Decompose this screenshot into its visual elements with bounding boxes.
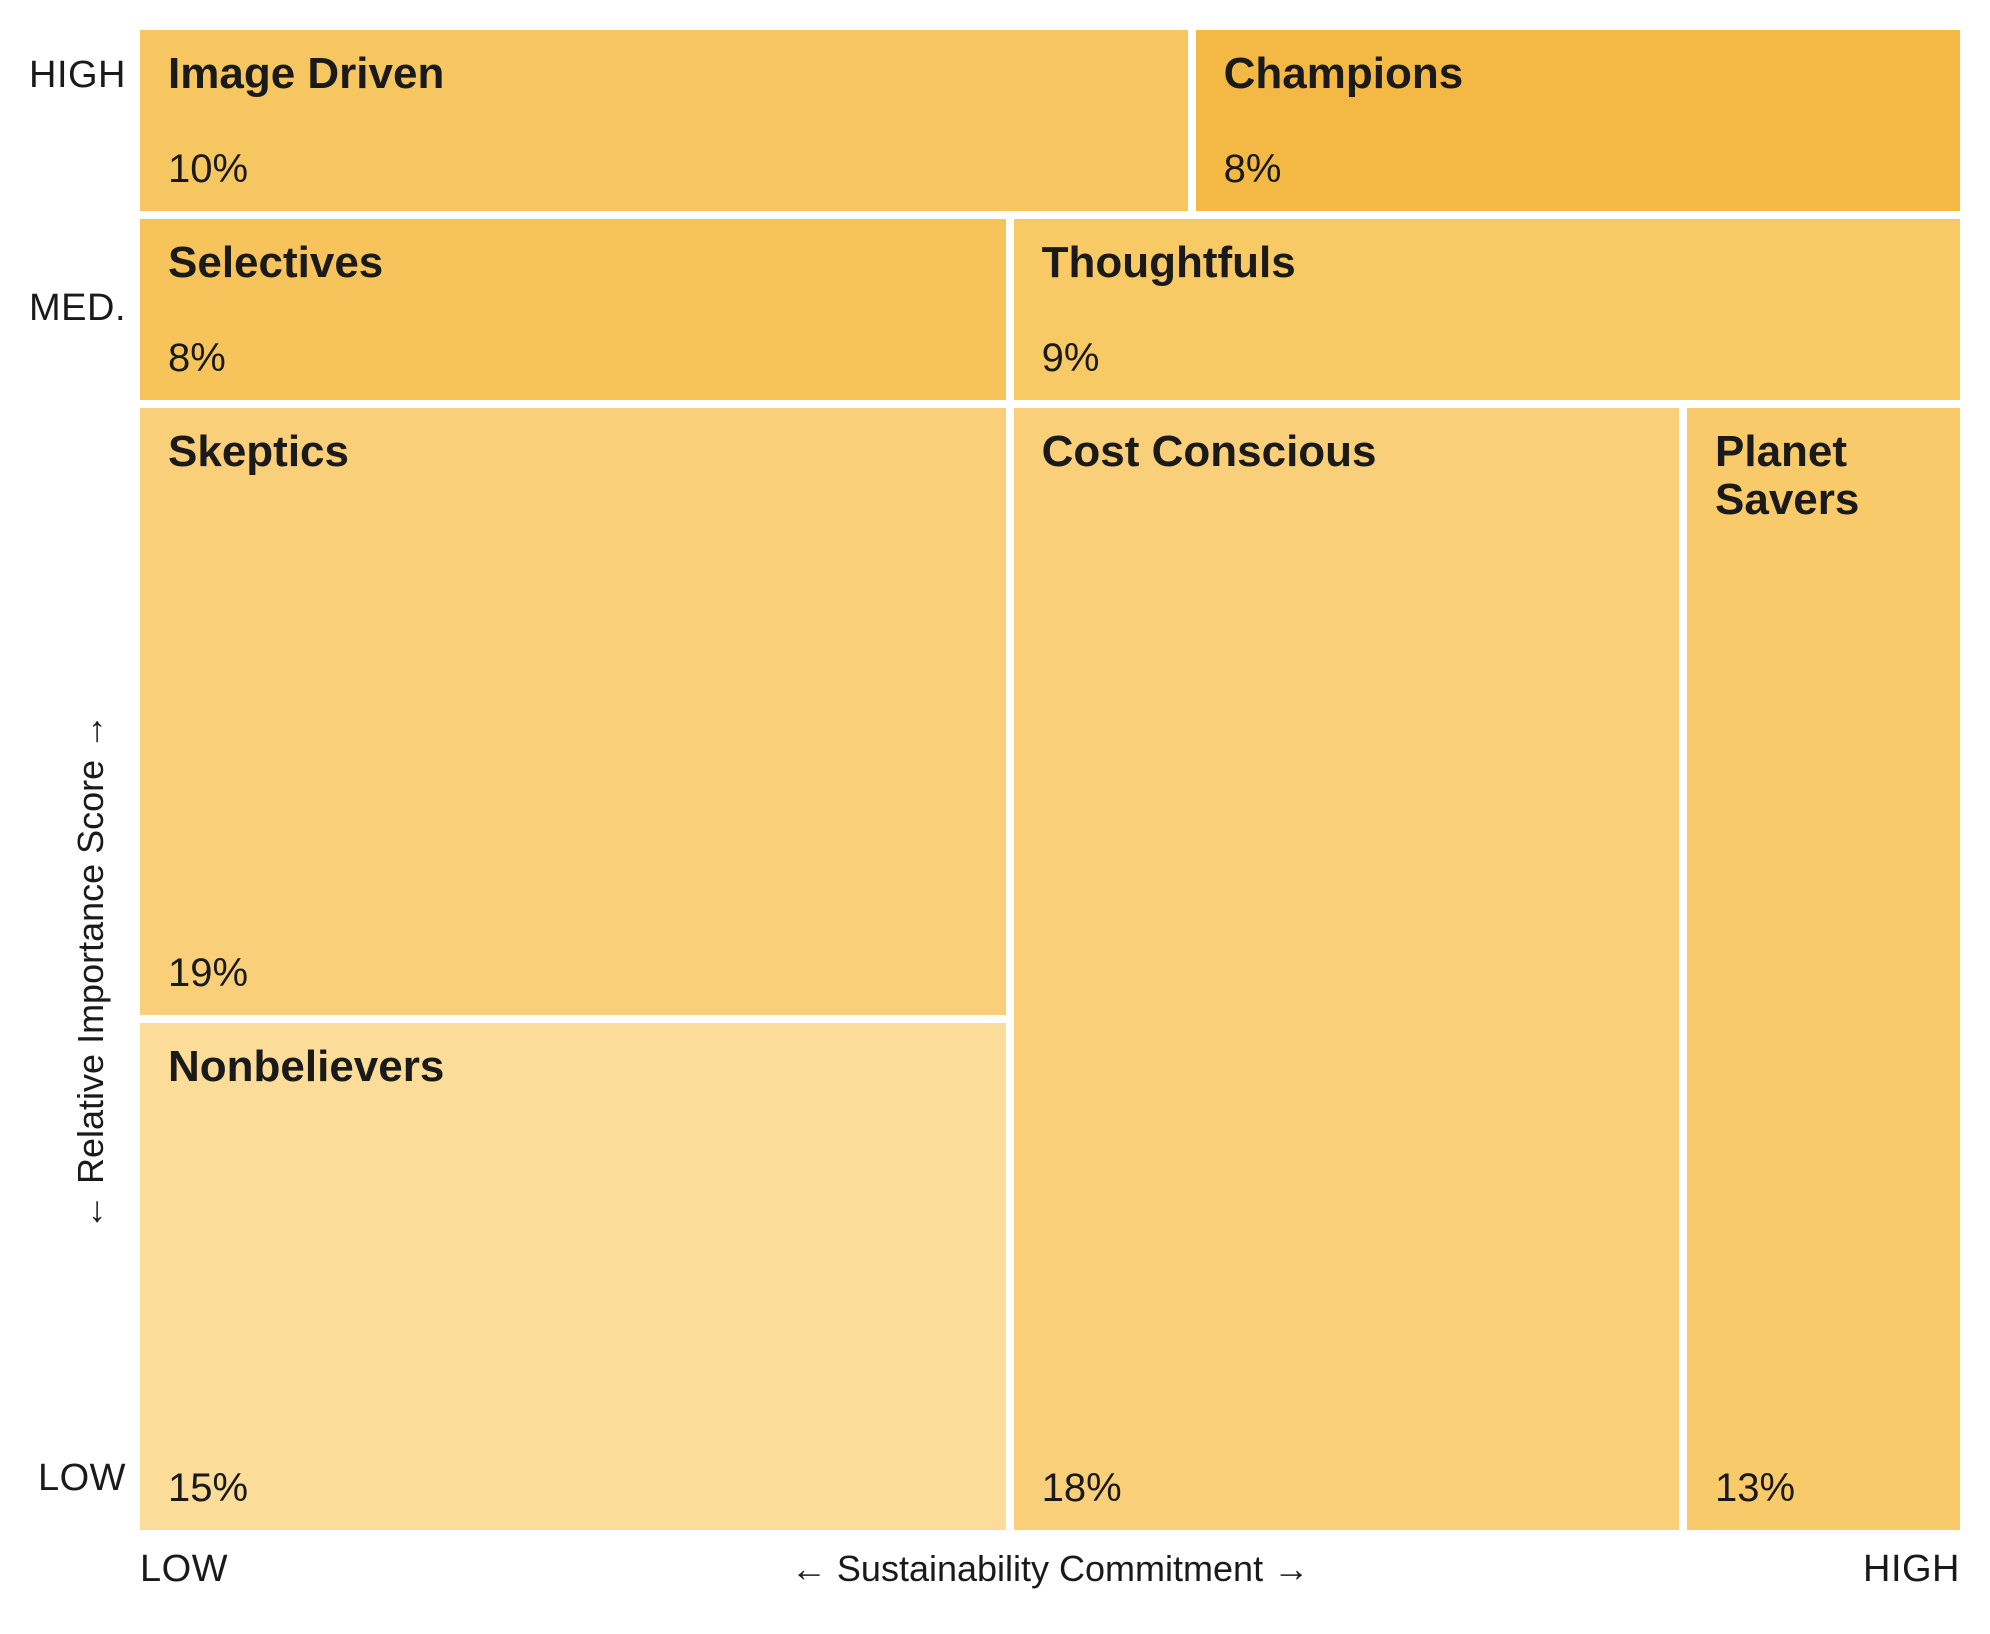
- y-tick: MED.: [29, 287, 126, 330]
- x-axis-title: ← Sustainability Commitment →: [700, 1548, 1400, 1590]
- cell-title: Image Driven: [168, 50, 1160, 98]
- y-tick: LOW: [38, 1457, 126, 1500]
- cell-title: Nonbelievers: [168, 1043, 978, 1091]
- y-tick: HIGH: [29, 54, 126, 97]
- cell-title: Champions: [1224, 50, 1932, 98]
- cell-percentage: 13%: [1715, 1468, 1932, 1508]
- cell-percentage: 19%: [168, 953, 978, 993]
- cell-title: Cost Conscious: [1042, 428, 1651, 476]
- cell-title: Planet Savers: [1715, 428, 1932, 525]
- cell-percentage: 10%: [168, 149, 1160, 189]
- cell-image-driven: Image Driven 10%: [140, 30, 1188, 211]
- cell-champions: Champions 8%: [1196, 30, 1960, 211]
- x-tick: LOW: [140, 1548, 228, 1591]
- x-tick: HIGH: [1863, 1548, 1960, 1591]
- cell-title: Skeptics: [168, 428, 978, 476]
- cell-cost-conscious: Cost Conscious 18%: [1014, 408, 1679, 1530]
- y-axis-title: ← Relative Importance Score →: [70, 714, 112, 1230]
- cell-percentage: 15%: [168, 1468, 978, 1508]
- cell-nonbelievers: Nonbelievers 15%: [140, 1023, 1006, 1530]
- cell-title: Selectives: [168, 239, 978, 287]
- cell-planet-savers: Planet Savers 13%: [1687, 408, 1960, 1530]
- mosaic-chart: Image Driven 10% Champions 8% Selectives 8% Th…: [0, 0, 1990, 1634]
- cell-percentage: 18%: [1042, 1468, 1651, 1508]
- cell-percentage: 9%: [1042, 338, 1932, 378]
- plot-area: Image Driven 10% Champions 8% Selectives 8% Th…: [140, 30, 1960, 1530]
- cell-skeptics: Skeptics 19%: [140, 408, 1006, 1015]
- cell-percentage: 8%: [1224, 149, 1932, 189]
- cell-title: Thoughtfuls: [1042, 239, 1932, 287]
- cell-percentage: 8%: [168, 338, 978, 378]
- cell-thoughtfuls: Thoughtfuls 9%: [1014, 219, 1960, 400]
- cell-selectives: Selectives 8%: [140, 219, 1006, 400]
